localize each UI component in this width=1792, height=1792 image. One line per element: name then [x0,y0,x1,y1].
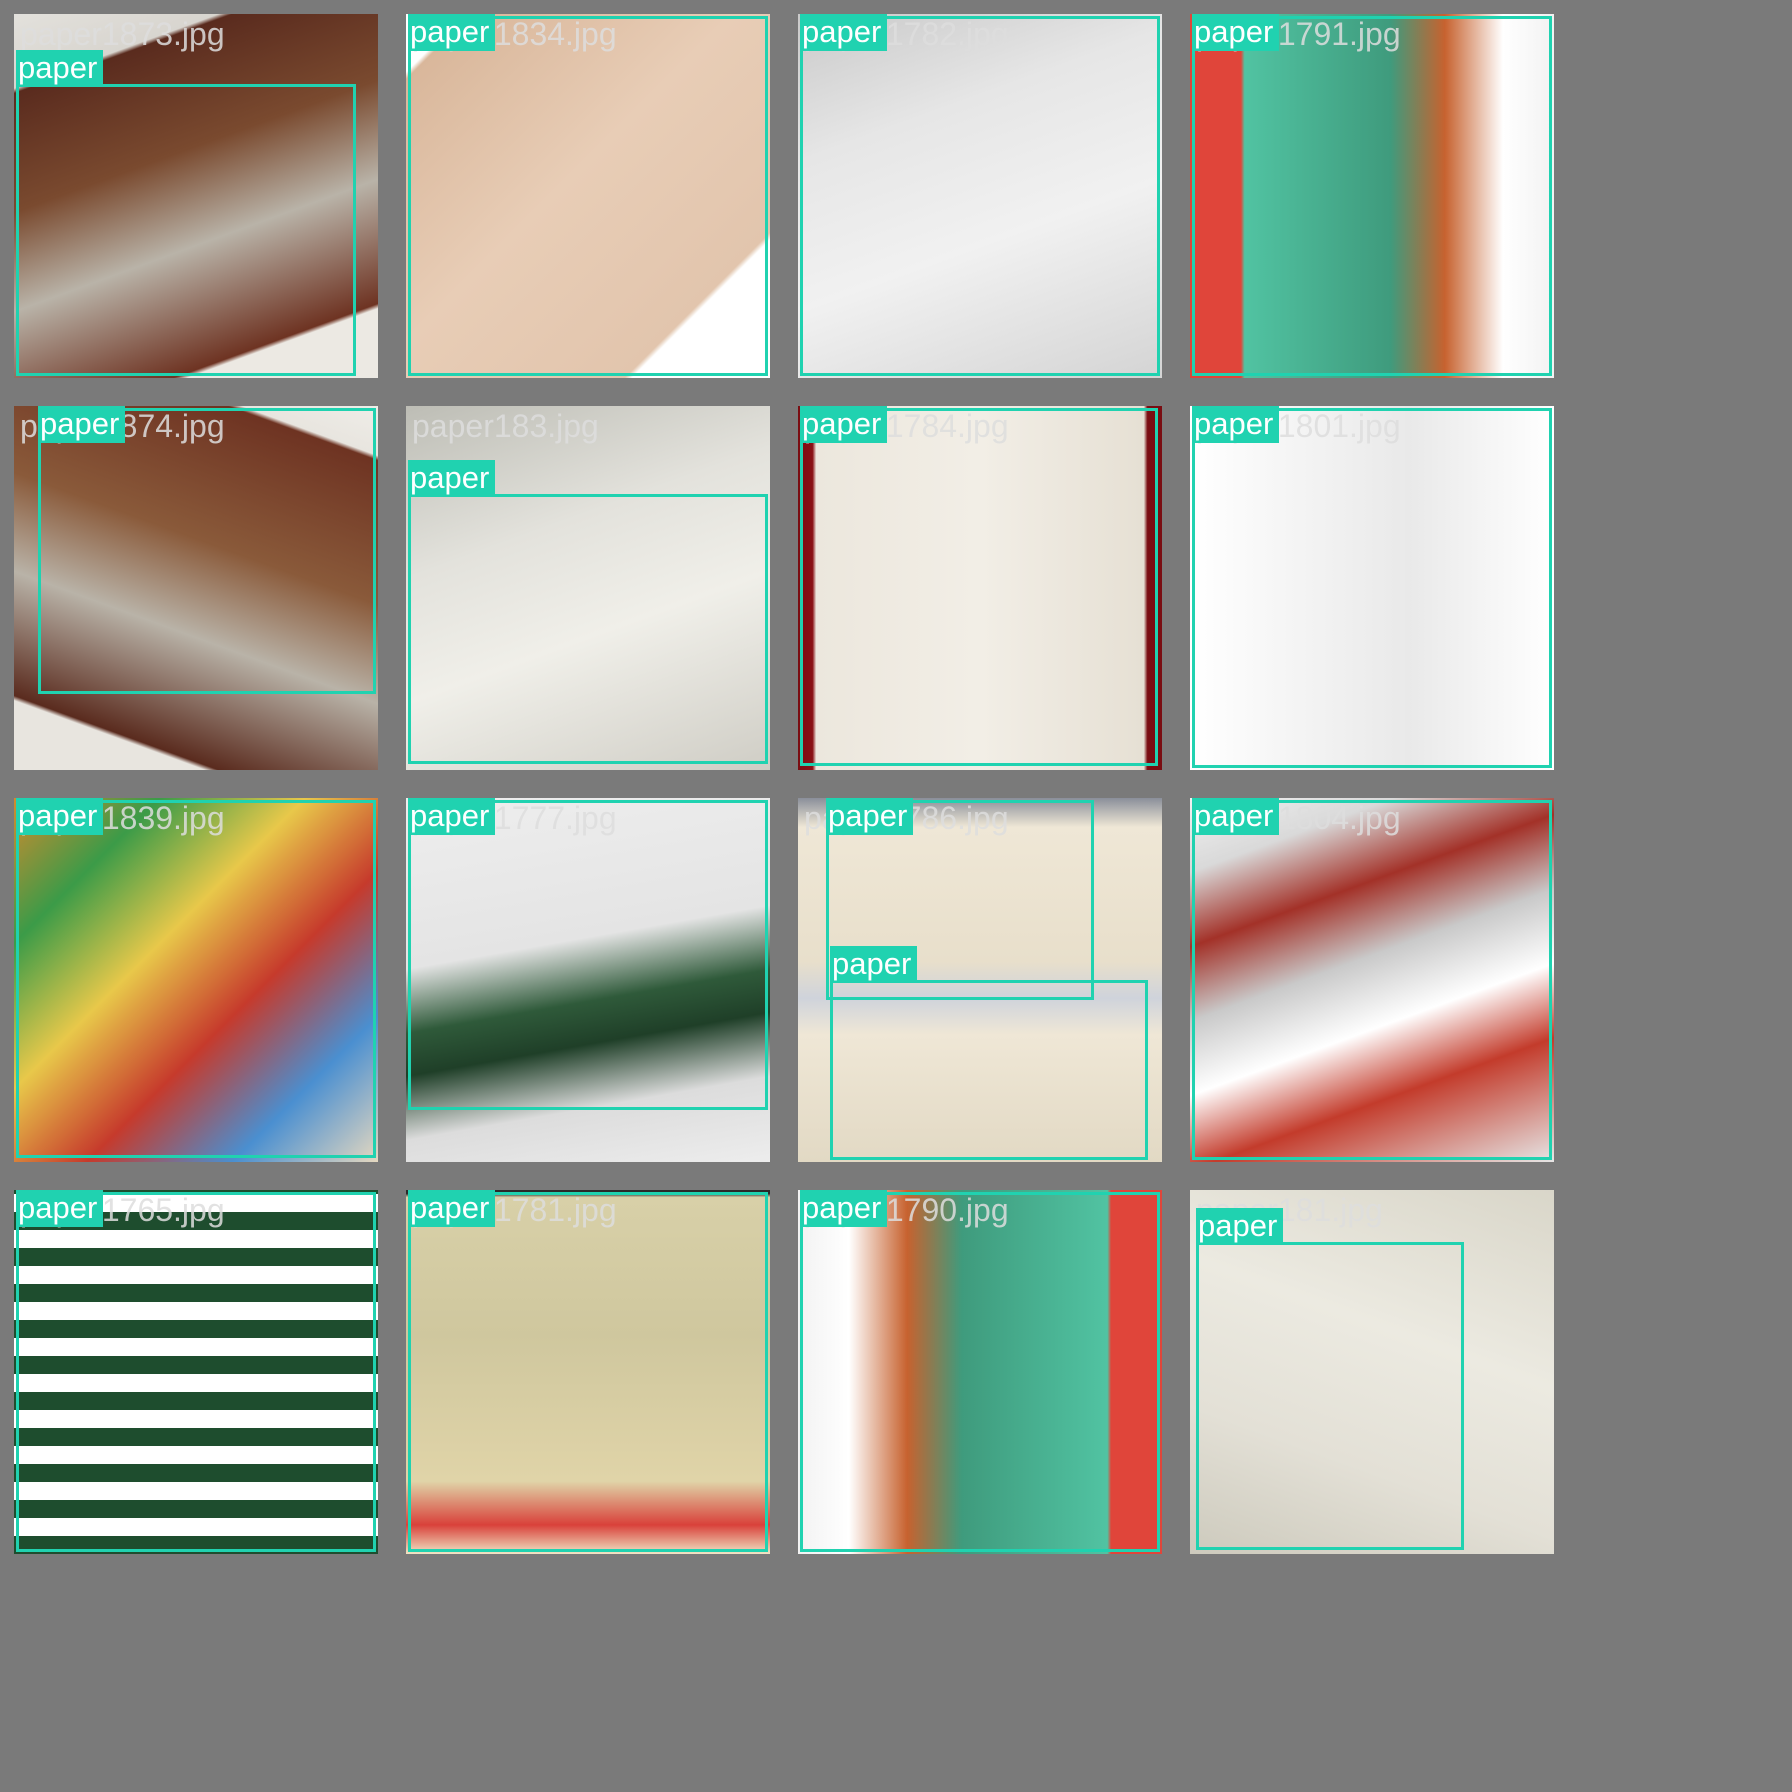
photo-thumbnail [14,798,378,1162]
detection-box [16,800,376,1158]
class-label: paper [800,406,888,443]
detection-box [408,16,768,376]
detection-box [1192,16,1552,376]
class-label: paper [16,1190,104,1227]
class-label: paper [800,1190,888,1227]
photo-thumbnail [798,406,1162,770]
image-tile[interactable]: paper1834.jpg paper [406,14,770,378]
detection-box [800,408,1158,766]
class-label: paper [16,798,104,835]
photo-thumbnail [798,1190,1162,1554]
photo-thumbnail [14,406,378,770]
photo-thumbnail [14,1190,378,1554]
class-label: paper [830,946,918,983]
photo-thumbnail [1190,1190,1554,1554]
photo-thumbnail [1190,14,1554,378]
image-tile[interactable]: paper1784.jpg paper [798,406,1162,770]
detection-box [408,494,768,764]
image-tile[interactable]: paper181.jpg paper [1190,1190,1554,1554]
detection-box [1196,1242,1464,1550]
detection-box [38,408,376,694]
photo-thumbnail [406,798,770,1162]
class-label: paper [800,14,888,51]
class-label: paper [1192,798,1280,835]
image-tile[interactable]: paper1791.jpg paper [1190,14,1554,378]
image-tile[interactable]: paper1782.jpg paper [798,14,1162,378]
image-tile[interactable]: paper1804.jpg paper [1190,798,1554,1162]
photo-thumbnail [406,14,770,378]
class-label: paper [16,50,104,87]
image-tile[interactable]: paper1777.jpg paper [406,798,770,1162]
class-label: paper [408,1190,496,1227]
class-label: paper [826,798,914,835]
detection-box [800,1192,1160,1552]
class-label: paper [408,798,496,835]
image-tile[interactable]: paper1790.jpg paper [798,1190,1162,1554]
class-label: paper [408,460,496,497]
image-tile[interactable]: paper1765.jpg paper [14,1190,378,1554]
image-tile[interactable]: paper1801.jpg paper [1190,406,1554,770]
image-tile[interactable]: paper1873.jpg paper [14,14,378,378]
class-label: paper [1192,14,1280,51]
image-tile[interactable]: paper183.jpg paper [406,406,770,770]
detection-box [826,800,1094,1000]
image-tile[interactable]: paper1781.jpg paper [406,1190,770,1554]
detection-box [800,16,1160,376]
detection-box [1192,408,1552,768]
class-label: paper [38,406,126,443]
photo-thumbnail [1190,798,1554,1162]
detection-box [408,1192,768,1552]
class-label: paper [1192,406,1280,443]
class-label: paper [408,14,496,51]
photo-thumbnail [406,1190,770,1554]
detection-box [1192,800,1552,1160]
class-label: paper [1196,1208,1284,1245]
image-tile[interactable]: paper1839.jpg paper [14,798,378,1162]
detection-box [16,84,356,376]
detection-box [408,800,768,1110]
detection-box [16,1192,376,1552]
detection-box [830,980,1148,1160]
file-name: paper1873.jpg [20,16,225,52]
photo-thumbnail [798,14,1162,378]
photo-thumbnail [1190,406,1554,770]
file-name: paper183.jpg [412,408,599,444]
